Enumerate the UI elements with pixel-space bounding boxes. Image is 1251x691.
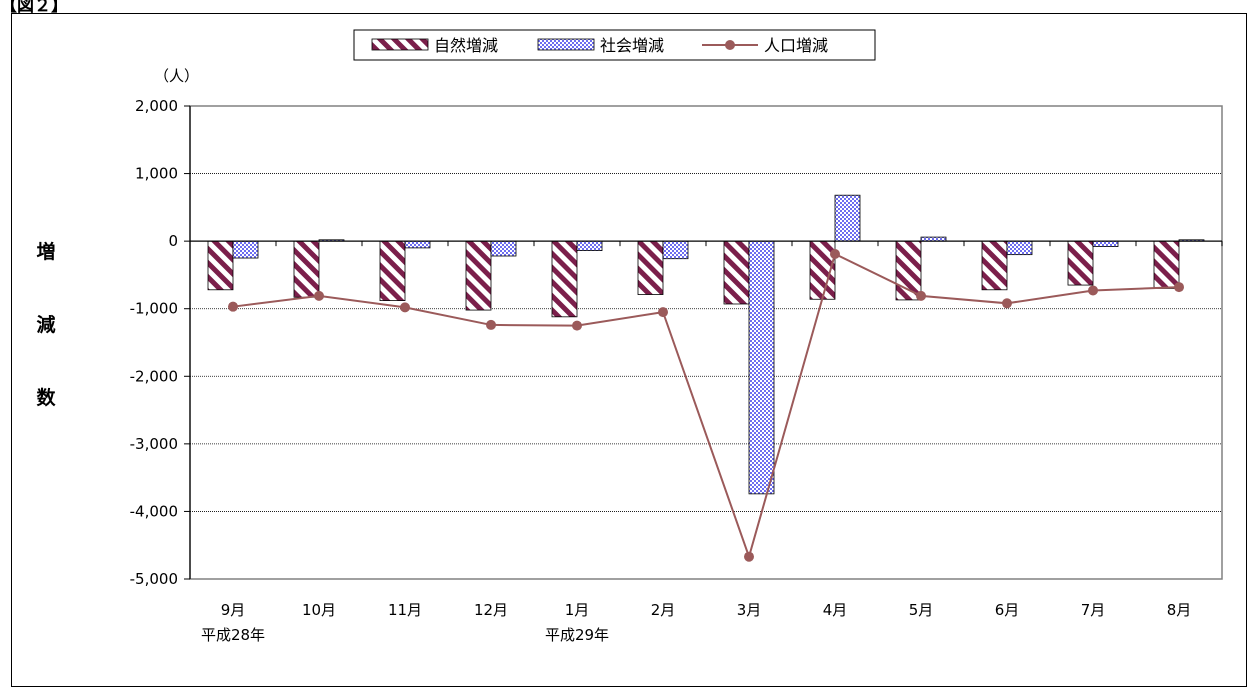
bar-社会増減	[834, 194, 861, 242]
y-axis-label-char: 増	[36, 240, 55, 263]
bar-自然増減	[981, 240, 1008, 291]
line-point	[658, 307, 668, 318]
line-point	[314, 290, 324, 301]
line-point	[400, 302, 410, 313]
x-tick-label: 2月	[651, 601, 676, 619]
legend-box	[353, 29, 876, 61]
bar-自然増減	[1153, 240, 1180, 289]
y-tick-label: -5,000	[130, 570, 178, 588]
bar-自然増減	[379, 240, 406, 302]
bar-社会増減	[490, 240, 517, 257]
bar-自然増減	[895, 240, 922, 301]
bar-社会増減	[232, 240, 259, 259]
y-tick-label: -4,000	[130, 502, 178, 520]
line-point	[228, 301, 238, 312]
legend-swatch	[371, 38, 429, 51]
figure-heading: 【図２】	[0, 0, 68, 16]
y-axis-label-char: 数	[36, 386, 56, 409]
x-tick-label: 3月	[737, 601, 762, 619]
bar-自然増減	[1067, 240, 1094, 286]
population-change-chart: 2,000 1,000 0 -1,000 -2,000 -3,000 -4,000 -5,00…	[36, 29, 1223, 644]
x-tick-label: 10月	[302, 601, 336, 619]
line-point	[744, 551, 754, 562]
tick-labels: 2,000 1,000 0 -1,000 -2,000 -3,000 -4,000 -5,00…	[130, 97, 1192, 644]
y-axis-label-char: 減	[36, 313, 55, 336]
legend: 自然増減 社会増減 人口増減	[353, 29, 876, 61]
line-point	[486, 319, 496, 330]
bar-自然増減	[637, 240, 664, 295]
x-tick-label: 1月	[565, 601, 590, 619]
y-tick-label: 2,000	[135, 97, 178, 115]
y-tick-label: -2,000	[130, 367, 178, 385]
legend-label: 社会増減	[600, 36, 664, 55]
x-tick-label: 5月	[909, 601, 934, 619]
chart-frame: 2,000 1,000 0 -1,000 -2,000 -3,000 -4,000 -5,00…	[11, 13, 1247, 687]
line-point	[1174, 282, 1184, 293]
x-tick-label: 11月	[388, 601, 422, 619]
legend-swatch	[537, 38, 595, 51]
unit-label: （人）	[154, 67, 199, 85]
y-axis-label: 増減数	[36, 240, 56, 409]
line-point	[916, 290, 926, 301]
legend-swatch-marker	[725, 40, 735, 50]
plot-area	[189, 105, 1223, 580]
x-tick-label: 12月	[474, 601, 508, 619]
bar-社会増減	[748, 240, 775, 495]
bar-自然増減	[723, 240, 750, 305]
y-tick-label: 1,000	[135, 165, 178, 183]
legend-label: 自然増減	[434, 36, 498, 55]
y-tick-label: -1,000	[130, 300, 178, 318]
line-人口増減	[232, 252, 1180, 561]
y-tick-label: 0	[168, 232, 178, 250]
line-point	[572, 320, 582, 331]
bar-社会増減	[404, 240, 431, 249]
bar-社会増減	[662, 240, 689, 260]
legend-label: 人口増減	[764, 36, 828, 55]
bar-自然増減	[465, 240, 492, 311]
bar-社会増減	[1092, 240, 1119, 247]
line-point	[830, 248, 840, 259]
line-series	[228, 248, 1184, 562]
bar-社会増減	[576, 240, 603, 252]
x-tick-label: 9月	[221, 601, 246, 619]
year-label: 平成28年	[201, 626, 265, 644]
line-point	[1002, 298, 1012, 309]
x-tick-label: 4月	[823, 601, 848, 619]
bar-自然増減	[551, 240, 578, 318]
year-label: 平成29年	[545, 626, 609, 644]
bar-自然増減	[293, 240, 320, 298]
bar-社会増減	[920, 236, 947, 242]
grid-lines	[189, 105, 1223, 580]
y-tick-label: -3,000	[130, 435, 178, 453]
x-tick-label: 6月	[995, 601, 1020, 619]
axes	[184, 105, 1223, 580]
x-tick-label: 8月	[1167, 601, 1192, 619]
x-tick-label: 7月	[1081, 601, 1106, 619]
bar-自然増減	[207, 240, 234, 291]
line-point	[1088, 285, 1098, 296]
bar-社会増減	[1006, 240, 1033, 256]
